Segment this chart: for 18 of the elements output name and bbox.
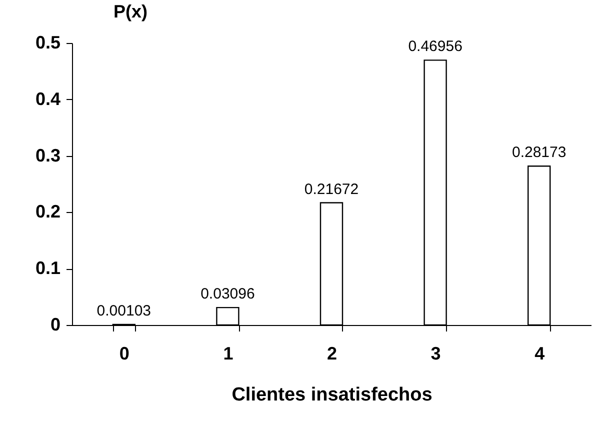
x-tick-label: 1 [223, 344, 234, 364]
data-label: 0.28173 [512, 144, 566, 162]
x-axis-title: Clientes insatisfechos [232, 384, 432, 406]
y-tick-label: 0 [50, 314, 60, 334]
y-tick-label: 0.4 [35, 88, 60, 109]
x-tick-label: 2 [326, 344, 338, 364]
data-label: 0.00103 [96, 302, 152, 320]
data-label: 0.03096 [200, 286, 255, 303]
y-axis-title: P(x) [113, 2, 148, 22]
x-tick-label: 4 [534, 344, 545, 364]
y-tick-label: 0.2 [35, 202, 60, 222]
x-tick-label: 0 [119, 344, 130, 364]
data-label: 0.21672 [304, 180, 359, 198]
y-tick-label: 0.1 [35, 258, 60, 278]
data-label: 0.46956 [408, 38, 462, 56]
y-tick-label: 0.5 [35, 32, 60, 52]
x-tick-label: 3 [430, 344, 441, 364]
y-tick-label: 0.3 [35, 145, 60, 166]
